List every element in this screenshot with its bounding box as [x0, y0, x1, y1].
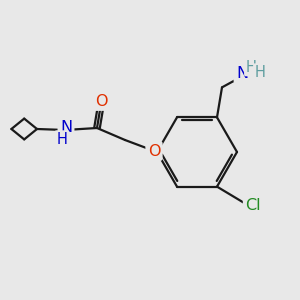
Text: N: N — [60, 121, 72, 136]
Text: Cl: Cl — [245, 198, 261, 213]
Text: O: O — [95, 94, 107, 109]
Text: N: N — [236, 66, 248, 81]
Text: H: H — [255, 65, 266, 80]
Text: H: H — [246, 60, 256, 75]
Text: O: O — [148, 143, 160, 158]
Text: H: H — [57, 133, 68, 148]
